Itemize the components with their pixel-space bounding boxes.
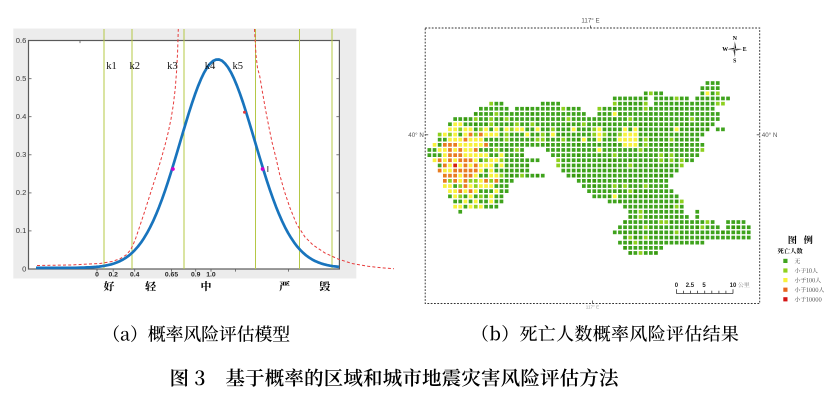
- svg-text:k5: k5: [232, 61, 243, 72]
- svg-text:S: S: [733, 58, 736, 64]
- svg-text:0.3: 0.3: [16, 150, 27, 159]
- svg-text:117° E: 117° E: [586, 305, 600, 310]
- svg-text:2.5: 2.5: [686, 283, 695, 289]
- svg-text:0.4: 0.4: [16, 112, 27, 121]
- svg-text:40° N: 40° N: [762, 132, 778, 139]
- svg-text:5: 5: [702, 283, 706, 289]
- svg-text:117° E: 117° E: [581, 17, 599, 24]
- svg-text:k3: k3: [167, 61, 178, 72]
- svg-text:40° N: 40° N: [408, 132, 424, 139]
- svg-text:k2: k2: [129, 61, 140, 72]
- svg-text:W: W: [722, 47, 728, 53]
- svg-text:0: 0: [95, 271, 99, 278]
- svg-text:0.6: 0.6: [16, 36, 27, 45]
- svg-text:0.2: 0.2: [16, 188, 27, 197]
- svg-text:0: 0: [675, 283, 679, 289]
- svg-text:0.5: 0.5: [16, 74, 27, 83]
- svg-text:0.1: 0.1: [16, 226, 27, 235]
- svg-text:0.2: 0.2: [108, 271, 118, 278]
- svg-text:1.0: 1.0: [206, 271, 216, 278]
- svg-text:0.65: 0.65: [165, 271, 178, 278]
- svg-text:k4: k4: [205, 61, 216, 72]
- svg-text:N: N: [733, 36, 738, 42]
- svg-text:k1: k1: [106, 61, 117, 72]
- svg-text:0.9: 0.9: [191, 271, 201, 278]
- svg-text:E: E: [743, 47, 747, 53]
- svg-text:0: 0: [22, 264, 26, 273]
- svg-text:10: 10: [730, 283, 737, 289]
- svg-text:0.4: 0.4: [130, 271, 140, 278]
